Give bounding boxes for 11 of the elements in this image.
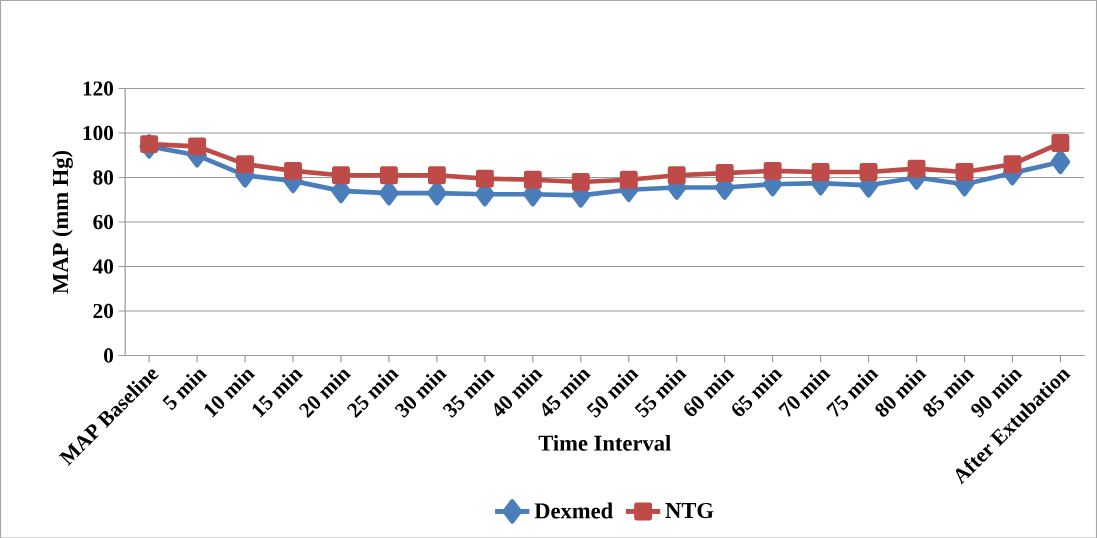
y-tick-label: 0	[104, 348, 114, 363]
y-tick-label: 60	[93, 214, 114, 229]
legend-label: Dexmed	[534, 502, 613, 519]
y-tick-label: 40	[92, 259, 114, 274]
y-tick-label: 120	[83, 81, 114, 96]
legend-label: NTG	[665, 502, 714, 518]
y-tick-label: 80	[93, 170, 114, 185]
x-axis-title: Time Interval	[538, 434, 671, 451]
y-axis-title: MAP (mm Hg)	[52, 150, 73, 294]
y-tick-label: 100	[83, 125, 114, 140]
y-tick-label: 20	[93, 303, 114, 318]
